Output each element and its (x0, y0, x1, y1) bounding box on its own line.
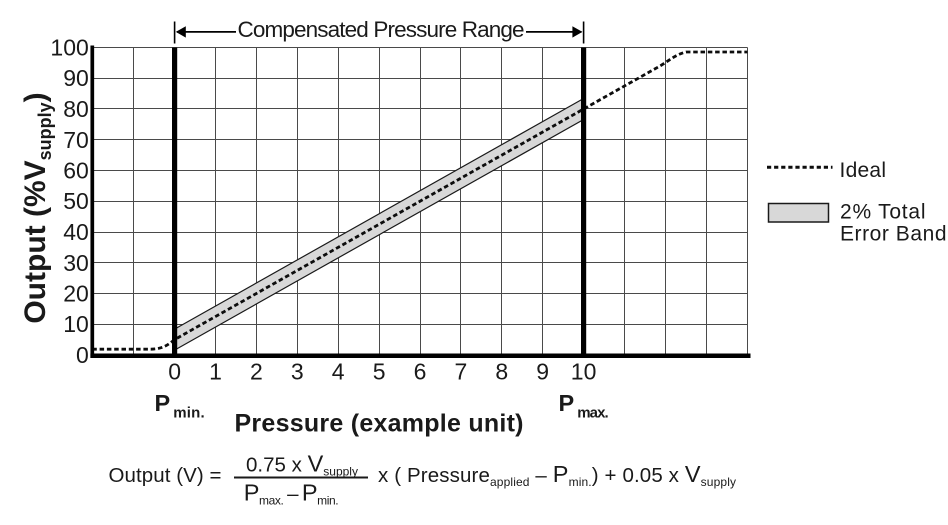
svg-text:1: 1 (209, 359, 222, 385)
svg-text:80: 80 (63, 96, 89, 122)
svg-text:Output (%Vsupply): Output (%Vsupply) (19, 92, 55, 323)
svg-text:7: 7 (455, 359, 468, 385)
svg-text:0: 0 (168, 359, 181, 385)
svg-text:Output (V) =: Output (V) = (109, 464, 222, 487)
svg-text:Pressure (example unit): Pressure (example unit) (235, 410, 524, 438)
svg-text:2% Total: 2% Total (840, 201, 926, 224)
svg-text:Pmax. – Pmin.: Pmax. – Pmin. (244, 480, 339, 508)
svg-text:10: 10 (63, 311, 89, 337)
svg-text:2: 2 (250, 359, 263, 385)
svg-text:0.75 x Vsupply: 0.75 x Vsupply (246, 451, 358, 479)
svg-text:8: 8 (495, 359, 508, 385)
svg-text:50: 50 (63, 188, 89, 214)
svg-text:100: 100 (50, 35, 88, 61)
svg-text:x ( Pressureapplied – Pmin.) +: x ( Pressureapplied – Pmin.) + 0.05 x Vs… (378, 461, 736, 489)
svg-text:10: 10 (571, 359, 597, 385)
svg-text:P: P (559, 390, 575, 416)
svg-text:70: 70 (63, 127, 89, 153)
svg-text:Compensated Pressure Range: Compensated Pressure Range (238, 17, 525, 42)
svg-text:max.: max. (577, 405, 609, 422)
svg-text:3: 3 (291, 359, 304, 385)
svg-text:4: 4 (332, 359, 345, 385)
svg-text:0: 0 (76, 342, 89, 368)
svg-text:30: 30 (63, 250, 89, 276)
svg-text:5: 5 (373, 359, 386, 385)
svg-text:40: 40 (63, 219, 89, 245)
svg-text:90: 90 (63, 65, 89, 91)
svg-text:6: 6 (414, 359, 427, 385)
svg-text:9: 9 (536, 359, 549, 385)
svg-text:Ideal: Ideal (840, 159, 887, 182)
svg-text:min.: min. (173, 405, 205, 422)
svg-text:P: P (155, 390, 171, 416)
svg-text:Error Band: Error Band (840, 223, 947, 246)
svg-text:20: 20 (63, 281, 89, 307)
svg-text:60: 60 (63, 158, 89, 184)
